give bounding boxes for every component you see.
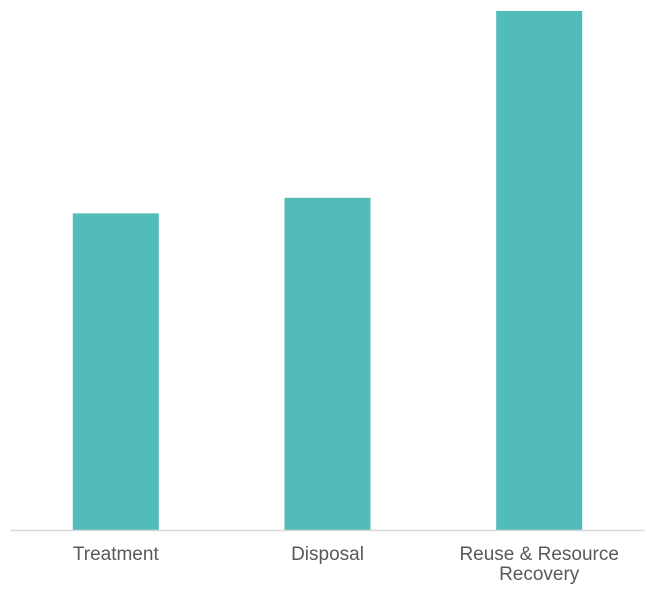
x-tick-label: Reuse & Resource Recovery (459, 544, 618, 585)
bar-reuse-resource-recovery (496, 11, 583, 530)
x-tick-labels: Treatment Disposal Reuse & Resource Recover… (73, 544, 619, 585)
bar-treatment (72, 213, 159, 530)
x-tick-label: Disposal (291, 544, 364, 565)
x-tick-label: Treatment (73, 544, 160, 565)
bar-disposal (284, 197, 371, 531)
bars-group (72, 11, 583, 531)
